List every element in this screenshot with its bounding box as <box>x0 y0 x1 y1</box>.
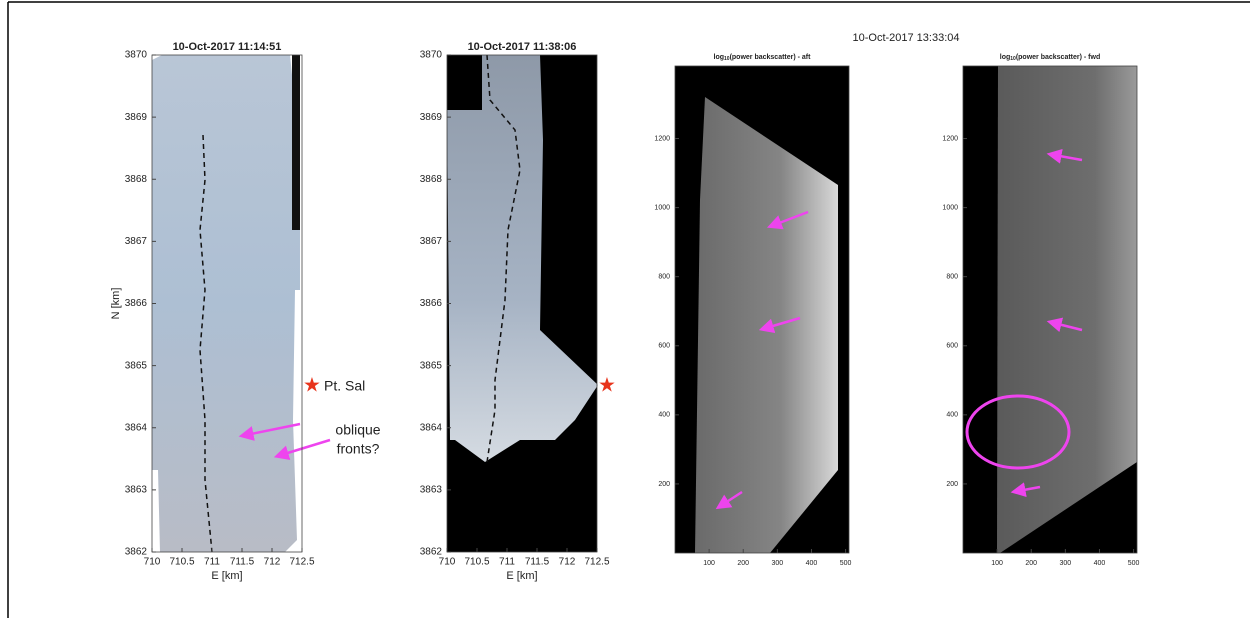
y-tick-label: 3870 <box>420 50 443 61</box>
y-tick-label: 800 <box>658 274 670 281</box>
x-tick-label: 710.5 <box>169 557 194 568</box>
y-tick-label: 3864 <box>420 422 443 433</box>
panel-title: log10(power backscatter) - aft <box>714 54 812 62</box>
title-part: (power backscatter) - fwd <box>1016 54 1100 61</box>
x-tick-label: 711.5 <box>525 557 550 568</box>
x-tick-label: 711 <box>499 557 515 568</box>
x-tick-label: 100 <box>991 560 1003 567</box>
x-tick-label: 200 <box>1025 560 1037 567</box>
star: ★ <box>303 374 321 396</box>
annotation: Pt. Sal <box>324 378 365 394</box>
y-tick-label: 1200 <box>942 135 958 142</box>
x-tick-label: 710.5 <box>464 557 489 568</box>
suptitle: 10-Oct-2017 13:33:04 <box>852 32 959 44</box>
y-tick-label: 400 <box>946 412 958 419</box>
y-tick-label: 800 <box>946 274 958 281</box>
y-tick-label: 3869 <box>420 112 443 123</box>
y-tick-label: 3866 <box>420 298 443 309</box>
x-axis-label: E [km] <box>211 570 242 582</box>
y-tick-label: 3863 <box>125 485 148 496</box>
panel-title: 10-Oct-2017 11:38:06 <box>468 41 577 53</box>
y-tick-label: 3865 <box>125 360 148 371</box>
x-tick-label: 711.5 <box>230 557 255 568</box>
y-tick-label: 200 <box>658 481 670 488</box>
x-tick-label: 300 <box>772 560 784 567</box>
y-tick-label: 3867 <box>125 236 148 247</box>
x-tick-label: 712.5 <box>289 557 314 568</box>
y-tick-label: 600 <box>946 343 958 350</box>
y-axis-label: N [km] <box>110 288 122 320</box>
title-part: (power backscatter) - aft <box>730 54 812 61</box>
annotation: fronts? <box>337 441 380 457</box>
y-tick-label: 3870 <box>125 50 148 61</box>
y-tick-label: 3868 <box>420 174 443 185</box>
y-tick-label: 1000 <box>942 204 958 211</box>
title-part: log <box>714 54 725 61</box>
x-axis-label: E [km] <box>506 570 537 582</box>
y-tick-label: 3866 <box>125 298 148 309</box>
panel-title: 10-Oct-2017 11:14:51 <box>173 41 282 53</box>
y-tick-label: 1200 <box>654 135 670 142</box>
y-tick-label: 3864 <box>125 422 148 433</box>
star: ★ <box>598 374 616 396</box>
y-tick-label: 3863 <box>420 485 443 496</box>
y-tick-label: 3865 <box>420 360 443 371</box>
y-tick-label: 400 <box>658 412 670 419</box>
y-tick-label: 3862 <box>420 547 443 558</box>
x-tick-label: 200 <box>737 560 749 567</box>
x-tick-label: 400 <box>1094 560 1106 567</box>
x-tick-label: 712 <box>559 557 576 568</box>
x-tick-label: 712 <box>264 557 281 568</box>
annotation: oblique <box>335 422 380 438</box>
x-tick-label: 500 <box>1128 560 1140 567</box>
x-tick-label: 710 <box>439 557 456 568</box>
x-tick-label: 300 <box>1060 560 1072 567</box>
y-tick-label: 600 <box>658 343 670 350</box>
x-tick-label: 100 <box>703 560 715 567</box>
x-tick-label: 500 <box>840 560 852 567</box>
image <box>152 55 300 552</box>
figure: ★ ★ Pt. Sal oblique fronts? 10-Oct-2017 … <box>0 0 1250 618</box>
y-tick-label: 1000 <box>654 204 670 211</box>
x-tick-label: 712.5 <box>584 557 609 568</box>
image-edge <box>292 55 300 230</box>
title-part: log <box>1000 54 1011 61</box>
x-tick-label: 711 <box>204 557 220 568</box>
panel-title: log10(power backscatter) - fwd <box>1000 54 1100 62</box>
y-tick-label: 200 <box>946 481 958 488</box>
y-tick-label: 3867 <box>420 236 443 247</box>
x-tick-label: 710 <box>144 557 161 568</box>
y-tick-label: 3868 <box>125 174 148 185</box>
y-tick-label: 3862 <box>125 547 148 558</box>
y-tick-label: 3869 <box>125 112 148 123</box>
x-tick-label: 400 <box>806 560 818 567</box>
